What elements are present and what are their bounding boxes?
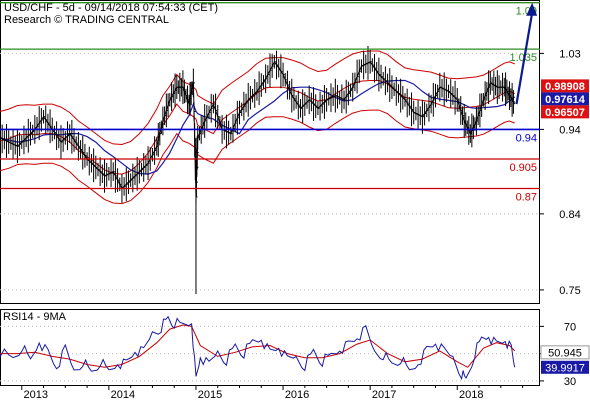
price-value-tag-label: 0.98908 xyxy=(545,81,585,93)
moving-average-line xyxy=(0,79,516,175)
forecast-arrow-head xyxy=(526,2,538,16)
x-tick-label-2017: 2017 xyxy=(372,389,396,400)
rsi-ma-line xyxy=(0,324,516,368)
level-label-1.035: 1.035 xyxy=(509,52,537,64)
price-value-tag xyxy=(541,92,589,106)
rsi-panel-frame xyxy=(0,309,540,386)
price-y-tick-label: 1.03 xyxy=(559,48,580,60)
rsi-value-tag-label: 39.9917 xyxy=(545,362,585,374)
rsi-value-tag-label: 50.945 xyxy=(548,347,582,359)
level-label-0.94: 0.94 xyxy=(516,132,537,144)
price-y-tick-label: 0.75 xyxy=(559,285,580,297)
price-value-tag-label: 0.97614 xyxy=(545,94,586,106)
price-panel-frame xyxy=(0,0,540,304)
rsi-y-tick-label: 30 xyxy=(564,376,576,388)
rsi-layer xyxy=(0,315,540,382)
bollinger-upper-band xyxy=(0,50,515,146)
rsi-y-tick-label: 70 xyxy=(564,321,576,333)
x-tick-label-2013: 2013 xyxy=(24,389,48,400)
x-tick-label-2015: 2015 xyxy=(198,389,222,400)
forecast-arrow-shaft xyxy=(515,12,534,105)
x-tick-label-2014: 2014 xyxy=(111,389,135,400)
x-tick-label-2018: 2018 xyxy=(459,389,483,400)
price-value-tag xyxy=(541,79,589,93)
level-label-0.87: 0.87 xyxy=(516,192,537,204)
price-line xyxy=(0,60,516,198)
price-value-tag xyxy=(541,105,589,119)
bollinger-lower-band xyxy=(0,109,515,205)
rsi-value-tag xyxy=(540,345,590,360)
x-tick-label-2016: 2016 xyxy=(285,389,309,400)
chart-source: Research © TRADING CENTRAL xyxy=(4,14,169,26)
level-label-0.905: 0.905 xyxy=(509,162,537,174)
rsi-panel-title: RSI14 - 9MA xyxy=(3,311,67,323)
price-y-tick-label: 0.84 xyxy=(559,209,580,221)
price-value-tag-label: 0.96507 xyxy=(545,107,585,119)
rsi-value-tag xyxy=(541,360,589,374)
rsi-line xyxy=(0,315,516,381)
price-y-tick-label: 0.94 xyxy=(559,124,580,136)
chart-title: USD/CHF - 5d - 09/14/2018 07:54:33 (CET) xyxy=(4,2,218,14)
